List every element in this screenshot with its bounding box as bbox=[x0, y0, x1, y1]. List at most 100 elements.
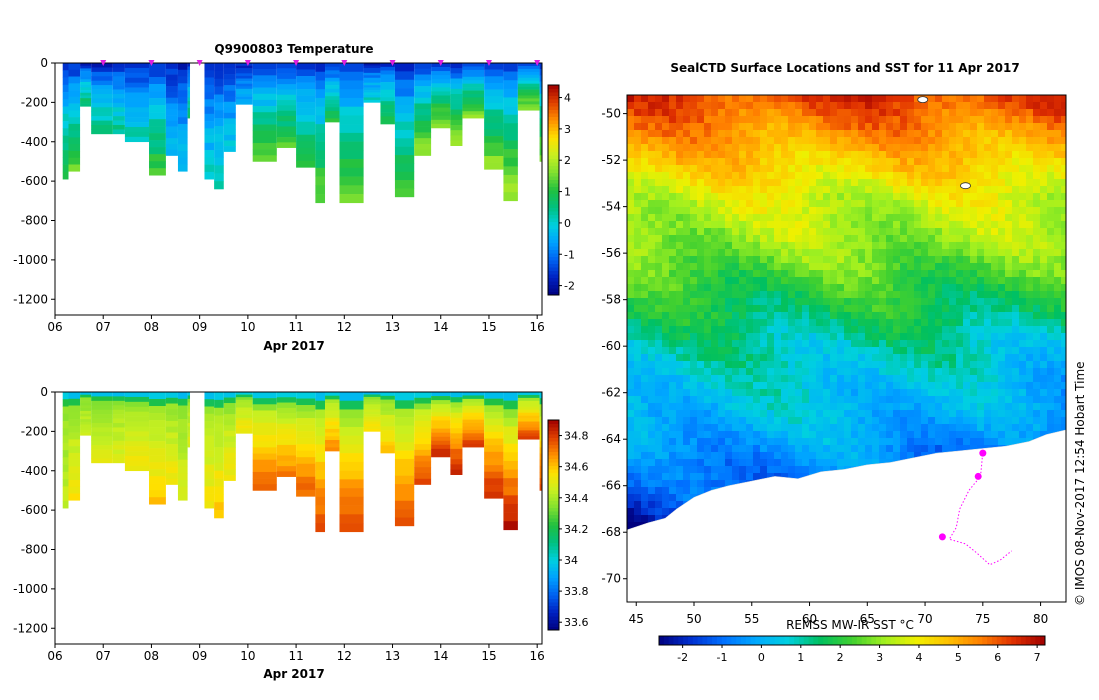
sst-cell bbox=[886, 172, 894, 180]
sst-cell bbox=[1047, 249, 1055, 257]
sst-cell bbox=[893, 165, 901, 173]
profile-cell bbox=[539, 392, 542, 399]
sst-cell bbox=[942, 137, 950, 145]
sst-cell bbox=[718, 473, 726, 481]
sst-cell bbox=[1005, 417, 1013, 425]
sst-cell bbox=[893, 375, 901, 383]
sst-cell bbox=[753, 158, 761, 166]
colorbar-swatch bbox=[548, 123, 559, 128]
sst-cell bbox=[879, 424, 887, 432]
sst-cell bbox=[1019, 389, 1027, 397]
sst-cell bbox=[655, 116, 663, 124]
sst-cell bbox=[830, 354, 838, 362]
sst-cell bbox=[627, 284, 635, 292]
sst-cell bbox=[830, 95, 838, 103]
sst-cell bbox=[872, 270, 880, 278]
sst-cell bbox=[725, 242, 733, 250]
sst-cell bbox=[676, 305, 684, 313]
sst-cell bbox=[669, 116, 677, 124]
profile-cell bbox=[204, 442, 215, 451]
sst-cell bbox=[865, 326, 873, 334]
profile-cell bbox=[214, 78, 224, 87]
sst-cell bbox=[970, 200, 978, 208]
sst-cell bbox=[991, 214, 999, 222]
sst-cell bbox=[704, 473, 712, 481]
profile-cell bbox=[68, 137, 81, 145]
sst-cell bbox=[900, 123, 908, 131]
sst-cell bbox=[746, 277, 754, 285]
sst-cell bbox=[718, 396, 726, 404]
sst-cell bbox=[690, 277, 698, 285]
profile-cell bbox=[124, 97, 150, 103]
profile-cell bbox=[339, 514, 364, 524]
colorbar-swatch bbox=[548, 162, 559, 166]
sst-cell bbox=[1054, 291, 1062, 299]
profile-cell bbox=[276, 397, 297, 403]
sst-cell bbox=[1040, 221, 1048, 229]
sst-cell bbox=[732, 242, 740, 250]
sst-cell bbox=[774, 424, 782, 432]
sst-cell bbox=[851, 165, 859, 173]
sst-cell bbox=[935, 277, 943, 285]
profile-cell bbox=[414, 461, 432, 468]
profile-cell bbox=[223, 85, 236, 91]
sst-cell bbox=[900, 417, 908, 425]
sst-cell bbox=[732, 438, 740, 446]
sst-cell bbox=[753, 403, 761, 411]
sst-cell bbox=[907, 298, 915, 306]
sst-cell bbox=[816, 116, 824, 124]
sst-cell bbox=[725, 480, 733, 488]
profile-cell bbox=[187, 429, 191, 434]
sst-cell bbox=[676, 417, 684, 425]
sst-cell bbox=[823, 368, 831, 376]
sst-cell bbox=[963, 277, 971, 285]
sst-cell bbox=[683, 214, 691, 222]
sst-cell bbox=[795, 312, 803, 320]
profile-cell bbox=[503, 131, 518, 141]
sst-cell bbox=[970, 417, 978, 425]
sst-cell bbox=[865, 95, 873, 103]
sst-cell bbox=[991, 354, 999, 362]
profile-cell bbox=[315, 523, 326, 533]
sst-cell bbox=[914, 221, 922, 229]
sst-cell bbox=[669, 501, 677, 509]
sst-cell bbox=[718, 151, 726, 159]
sst-cell bbox=[683, 347, 691, 355]
profile-cell bbox=[80, 63, 92, 67]
profile-cell bbox=[187, 392, 191, 396]
sst-cell bbox=[648, 172, 656, 180]
sst-cell bbox=[627, 179, 635, 187]
sst-cell bbox=[837, 228, 845, 236]
profile-cell bbox=[165, 432, 178, 439]
profile-cell bbox=[363, 94, 381, 98]
sst-cell bbox=[1019, 116, 1027, 124]
profile-cell bbox=[187, 443, 191, 448]
sst-cell bbox=[907, 368, 915, 376]
sst-cell bbox=[774, 375, 782, 383]
sst-cell bbox=[893, 417, 901, 425]
profile-cell bbox=[80, 79, 92, 83]
sst-cell bbox=[1012, 361, 1020, 369]
sst-cell bbox=[725, 305, 733, 313]
sst-cell bbox=[809, 340, 817, 348]
profile-cell bbox=[235, 91, 253, 95]
sst-cell bbox=[767, 102, 775, 110]
sst-cell bbox=[830, 158, 838, 166]
sst-cell bbox=[851, 144, 859, 152]
sst-cell bbox=[921, 424, 929, 432]
sst-cell bbox=[676, 298, 684, 306]
sst-cell bbox=[977, 291, 985, 299]
sst-cell bbox=[739, 179, 747, 187]
sst-cell bbox=[760, 347, 768, 355]
profile-cell bbox=[450, 443, 463, 450]
sst-cell bbox=[914, 270, 922, 278]
sst-cell bbox=[858, 326, 866, 334]
sst-cell bbox=[886, 95, 894, 103]
sst-cell bbox=[767, 179, 775, 187]
sst-cell bbox=[753, 165, 761, 173]
sst-cell bbox=[1019, 361, 1027, 369]
sst-cell bbox=[725, 277, 733, 285]
sst-cell bbox=[984, 312, 992, 320]
sst-cell bbox=[662, 298, 670, 306]
sst-cell bbox=[823, 424, 831, 432]
